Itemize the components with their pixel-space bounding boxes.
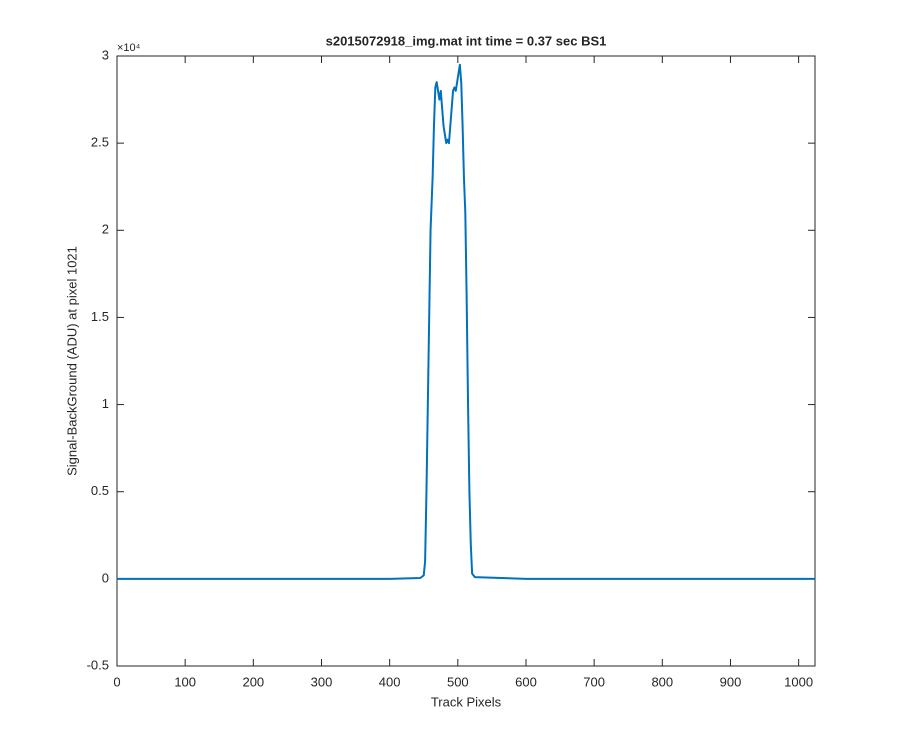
y-tick-label: -0.5 (87, 657, 109, 672)
x-tick-label: 600 (515, 674, 537, 689)
y-tick-label: 1.5 (91, 309, 109, 324)
y-axis-label: Signal-BackGround (ADU) at pixel 1021 (64, 246, 79, 476)
x-axis-label: Track Pixels (431, 694, 502, 709)
x-tick-label: 900 (720, 674, 742, 689)
y-tick-label: 3 (102, 47, 109, 62)
y-tick-label: 0 (102, 570, 109, 585)
x-tick-label: 300 (311, 674, 333, 689)
y-tick-label: 0.5 (91, 483, 109, 498)
x-tick-label: 800 (651, 674, 673, 689)
y-tick-label: 2 (102, 222, 109, 237)
x-tick-label: 0 (113, 674, 120, 689)
y-tick-label: 2.5 (91, 135, 109, 150)
x-tick-label: 500 (447, 674, 469, 689)
x-tick-label: 700 (583, 674, 605, 689)
x-tick-label: 100 (174, 674, 196, 689)
chart-title: s2015072918_img.mat int time = 0.37 sec … (326, 33, 607, 48)
x-tick-label: 400 (379, 674, 401, 689)
axes-box (116, 55, 816, 667)
data-line (117, 63, 815, 580)
y-tick-label: 1 (102, 396, 109, 411)
x-tick-label: 1000 (784, 674, 813, 689)
y-multiplier: ×10⁴ (117, 42, 141, 54)
x-tick-label: 200 (242, 674, 264, 689)
